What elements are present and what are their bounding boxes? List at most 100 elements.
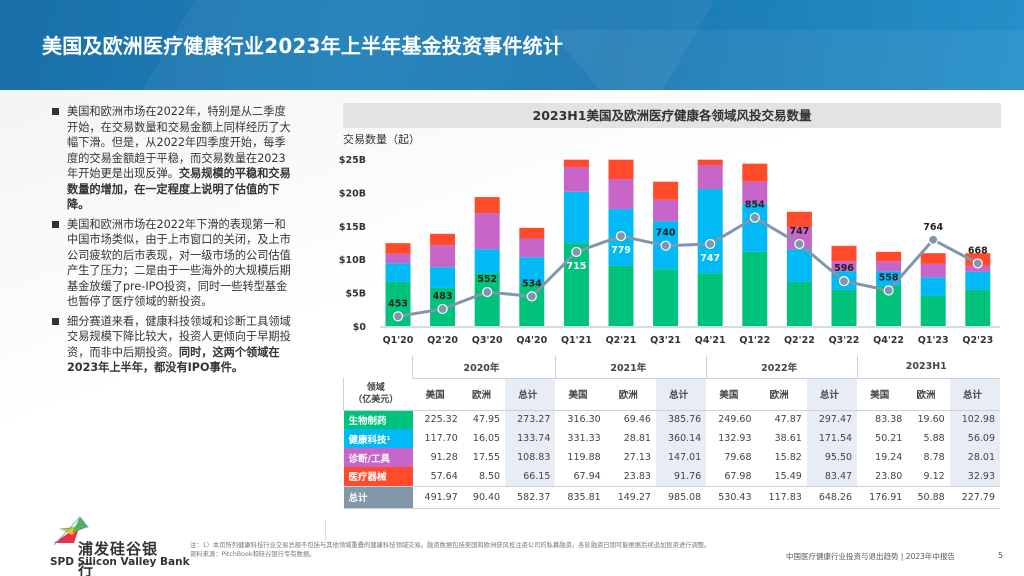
bar-segment-3 — [474, 197, 500, 214]
table-cell: 95.50 — [806, 448, 858, 467]
bar-segment-3 — [697, 159, 723, 166]
bar-segment-1 — [519, 257, 545, 283]
count-point — [928, 234, 939, 245]
count-point — [749, 212, 760, 223]
column-header: 欧洲 — [907, 378, 950, 411]
footnote-line: 注：1）本页所列健康科技行业交易总额不包括与其他领域重叠的健康科技领域交易。融资… — [190, 542, 711, 549]
count-data-label: 596 — [834, 263, 854, 274]
x-tick-label: Q4'21 — [695, 335, 726, 346]
table-total-row: 总计 491.97 90.40 582.37 835.81 149.27 985.08 530… — [343, 485, 1000, 509]
count-point — [392, 311, 404, 322]
count-data-label: 747 — [789, 226, 809, 237]
bar-segment-1 — [563, 191, 589, 244]
row-label: 总计 — [343, 485, 413, 509]
column-header: 总计 — [505, 378, 556, 411]
column-header: 总计 — [806, 378, 858, 411]
corner-line2: （亿美元） — [353, 394, 399, 405]
table-cell: 38.61 — [774, 433, 802, 444]
table-cell: 56.09 — [949, 429, 1000, 448]
column-header: 欧洲 — [605, 378, 656, 411]
table-year-header-row: 2020年 2021年 2022年 2023H1 — [344, 356, 1000, 379]
table-cell: 119.88 — [567, 452, 601, 463]
table-cell: 360.14 — [655, 429, 707, 448]
x-axis-ticks: Q1'20 Q2'20 Q3'20 Q4'20 Q1'21 Q2'21 Q3'21 Q4'21… — [383, 335, 994, 346]
table-cell: 67.94 — [573, 470, 601, 482]
table-cell: 90.40 — [462, 485, 506, 509]
bar-segment-2 — [876, 261, 902, 272]
bars-group — [385, 159, 991, 326]
table-cell: 67.98 — [724, 470, 752, 482]
y-axis-caption: 交易数量（起） — [343, 133, 420, 146]
bullet-square-icon — [52, 220, 59, 228]
count-point — [437, 303, 448, 315]
table-cell: 15.82 — [774, 452, 802, 463]
count-line-group: 453 483 552 534 715 779 740 747 854 747 596 558 764 6… — [388, 200, 988, 322]
count-point — [571, 246, 582, 257]
row-label: 生物制药 — [343, 410, 413, 429]
x-tick-label: Q4'20 — [516, 335, 547, 346]
table-cell: 47.87 — [774, 414, 802, 426]
y-tick-label: $25B — [339, 155, 366, 166]
bullet-square-icon — [52, 108, 59, 115]
table-cell: 273.27 — [505, 410, 556, 429]
table-cell: 582.37 — [505, 485, 556, 509]
table-cell: 249.60 — [718, 414, 752, 426]
table-cell: 8.78 — [923, 452, 945, 463]
x-tick-label: Q4'22 — [873, 335, 904, 346]
count-point — [615, 230, 627, 242]
column-header: 总计 — [655, 378, 707, 411]
logo-english-name: SPD Silicon Valley Bank — [50, 556, 190, 568]
count-data-label: 453 — [388, 298, 408, 309]
bar-segment-3 — [876, 251, 902, 262]
bar-segment-3 — [653, 181, 679, 200]
column-header: 美国 — [412, 378, 463, 411]
bar-segment-2 — [519, 238, 545, 258]
x-tick-label: Q1'21 — [561, 335, 592, 346]
bar-segment-0 — [786, 281, 812, 326]
table-cell: 176.91 — [857, 485, 908, 509]
bullet-text: 美国和欧洲市场在2022年下滑的表现第一和中国市场类似，由于上市窗口的关闭，及上… — [67, 217, 291, 309]
table-cell: 316.30 — [567, 414, 601, 426]
bullet-item: 细分赛道来看，健康科技领域和诊断工具领域交易规模下降比较大，投资人更倾向于早期投… — [52, 314, 292, 376]
bar-segment-0 — [742, 251, 768, 326]
count-line — [397, 215, 979, 318]
count-data-label: 715 — [566, 261, 586, 272]
bar-segment-1 — [742, 203, 768, 252]
bar-segment-3 — [920, 253, 946, 264]
bar-segment-0 — [653, 269, 679, 326]
chart-title: 2023H1美国及欧洲医疗健康各领域风投交易数量 — [532, 108, 812, 123]
x-tick-label: Q1'22 — [739, 335, 770, 346]
count-data-label: 668 — [968, 245, 988, 256]
x-tick-label: Q1'23 — [918, 335, 949, 346]
bar-segment-0 — [831, 289, 857, 326]
year-header: 2023H1 — [856, 356, 1000, 379]
bar-segment-1 — [920, 277, 946, 296]
table-cell: 79.68 — [724, 452, 752, 463]
header-banner: 美国及欧洲医疗健康行业2023年上半年基金投资事件统计 — [0, 0, 1024, 90]
table-cell: 648.26 — [806, 485, 858, 509]
table-row: 健康科技¹ 117.70 16.05 133.74 331.33 28.81 360.14 1… — [343, 429, 1000, 448]
bar-segment-1 — [965, 271, 991, 290]
count-data-label: 747 — [700, 253, 720, 264]
table-cell: 91.28 — [430, 452, 458, 463]
corner-line1: 领域 — [366, 382, 385, 393]
table-cell: 27.13 — [623, 452, 651, 463]
chart-title-bar: 2023H1美国及欧洲医疗健康各领域风投交易数量 — [343, 103, 1001, 128]
count-data-label: 779 — [611, 245, 631, 256]
table-row: 生物制药 225.32 47.95 273.27 316.30 69.46 385.76 24… — [343, 410, 1000, 429]
count-data-label: 854 — [745, 200, 765, 211]
table-cell: 491.97 — [412, 485, 463, 509]
bar-segment-0 — [608, 265, 634, 326]
bar-segment-2 — [742, 181, 768, 204]
table-cell: 66.15 — [505, 467, 556, 486]
bar-segment-1 — [786, 249, 812, 282]
bar-segment-3 — [608, 159, 634, 180]
table-cell: 117.70 — [424, 433, 458, 444]
bullet-list: 美国和欧洲市场在2022年，特别是从二季度开始，在交易数量和交易金额上同样经历了… — [52, 104, 292, 380]
bar-segment-2 — [430, 245, 456, 268]
table-cell: 171.54 — [806, 429, 858, 448]
table-cell: 530.43 — [706, 485, 757, 509]
bar-segment-3 — [831, 245, 857, 262]
column-header: 美国 — [555, 378, 606, 411]
bar-segment-2 — [385, 253, 411, 264]
